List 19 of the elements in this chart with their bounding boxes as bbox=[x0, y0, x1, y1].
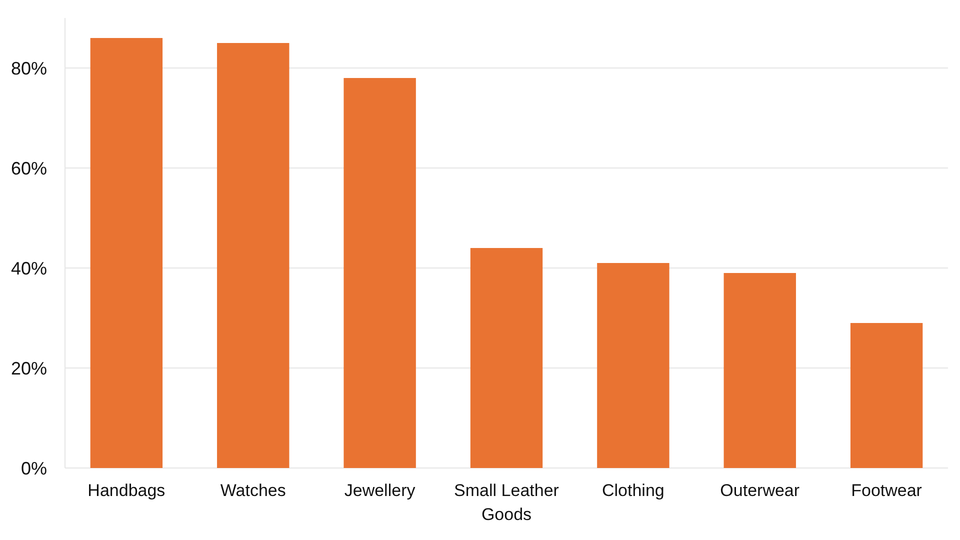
y-tick-label: 40% bbox=[10, 258, 47, 278]
y-tick-label: 20% bbox=[10, 358, 47, 378]
x-tick-label: Outerwear bbox=[720, 481, 800, 500]
bar bbox=[724, 273, 796, 468]
y-tick-label: 60% bbox=[10, 158, 47, 178]
bar bbox=[90, 38, 163, 468]
y-tick-label: 80% bbox=[10, 58, 47, 78]
x-tick-label: Handbags bbox=[88, 481, 166, 500]
bar bbox=[217, 43, 290, 468]
bar bbox=[850, 323, 923, 468]
bar bbox=[597, 263, 670, 468]
x-tick-label: Small Leather Goods bbox=[454, 481, 560, 524]
x-tick-label: Watches bbox=[220, 481, 286, 500]
bar bbox=[344, 78, 416, 468]
x-tick-label: Clothing bbox=[602, 481, 664, 500]
x-tick-label: Footwear bbox=[851, 481, 922, 500]
bar bbox=[470, 248, 543, 468]
x-tick-label: Jewellery bbox=[344, 481, 416, 500]
y-tick-label: 0% bbox=[20, 458, 47, 478]
